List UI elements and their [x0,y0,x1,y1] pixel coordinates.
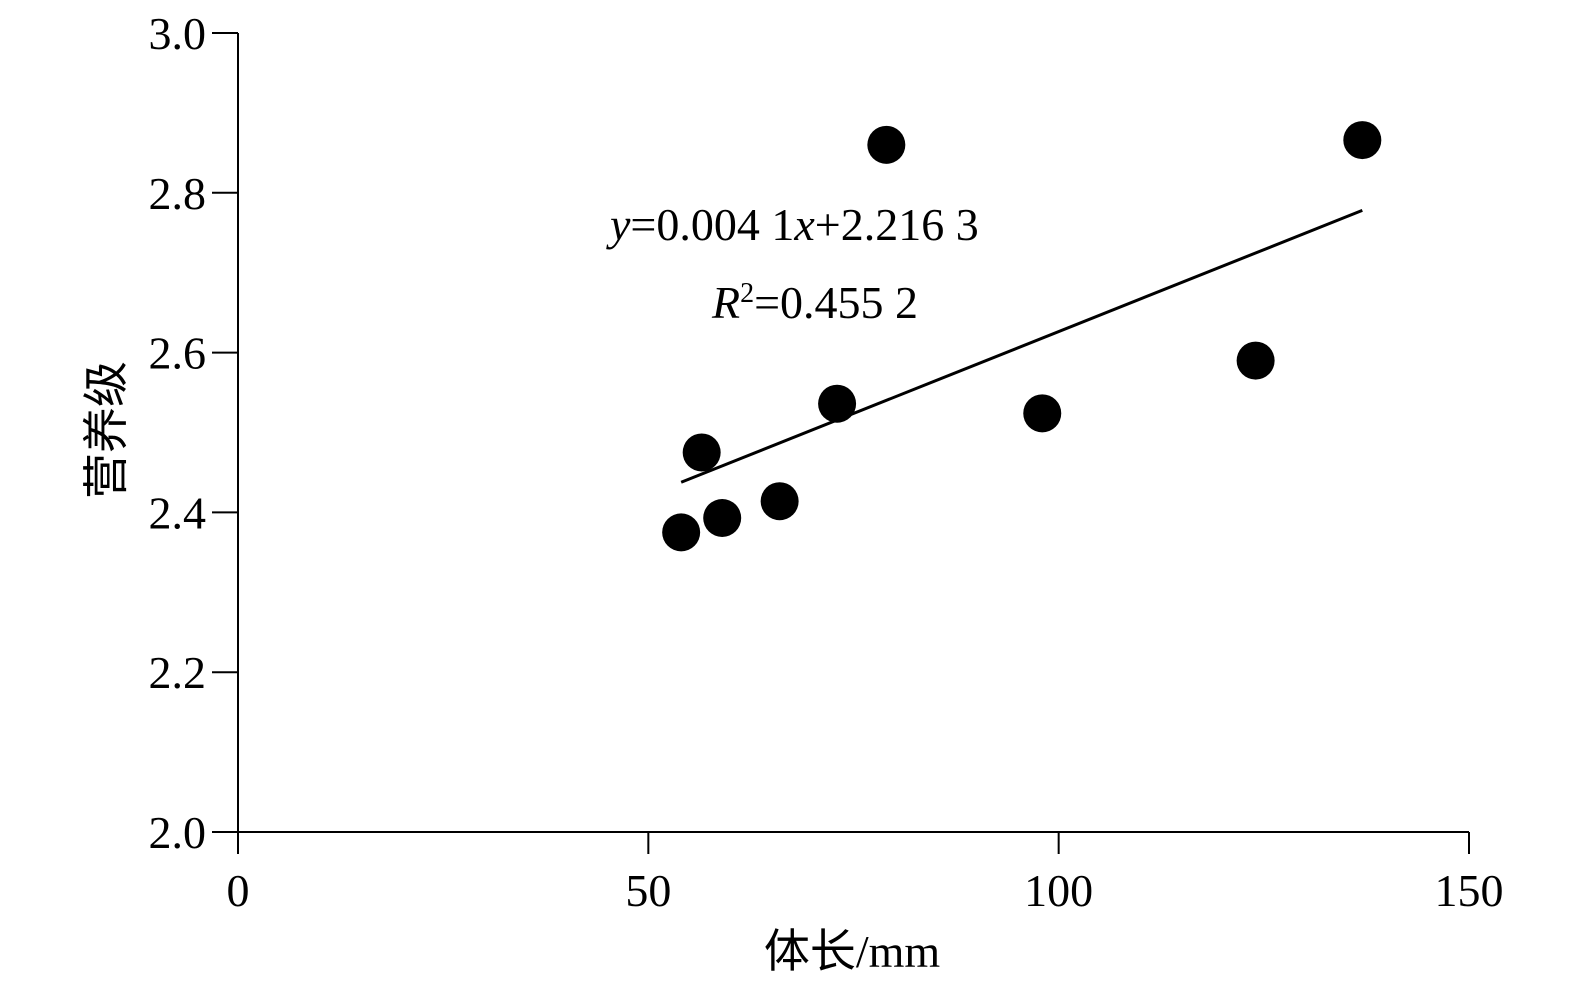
x-tick-label: 150 [1435,865,1504,916]
equation-coef: =0.004 1 [630,199,794,250]
data-point [818,384,857,423]
data-point [662,513,701,552]
regression-equation: y=0.004 1x+2.216 3 [606,199,979,250]
r-squared-value: =0.455 2 [754,277,918,328]
data-point [760,482,799,521]
data-point [703,498,742,537]
y-tick-label: 2.6 [149,328,207,379]
r-squared-var: R [711,277,740,328]
x-axis-title: 体长/mm [764,926,941,977]
equation-var-x: x [793,199,815,250]
y-tick-label: 2.8 [149,168,207,219]
data-point [1343,121,1382,160]
axes [237,33,1469,833]
y-tick-label: 2.4 [149,487,207,538]
data-point [1023,394,1062,433]
equation-intercept: +2.216 3 [815,199,979,250]
trendline-group [680,208,1363,484]
x-ticks: 0 50 100 150 [227,832,1504,916]
y-tick-label: 2.0 [149,807,207,858]
data-points [662,121,1382,552]
data-point [682,433,721,472]
y-axis-title: 营养级 [81,361,132,499]
x-tick-label: 100 [1024,865,1093,916]
y-tick-label: 2.2 [149,647,207,698]
y-tick-label: 3.0 [149,8,207,59]
x-tick-label: 0 [227,865,250,916]
r-squared-sup: 2 [740,278,754,309]
data-point [867,125,906,164]
x-tick-label: 50 [625,865,671,916]
equation-var-y: y [606,199,631,250]
data-point [1236,341,1275,380]
y-ticks: 2.0 2.2 2.4 2.6 2.8 3.0 [149,8,238,858]
r-squared-label: R2=0.455 2 [711,277,918,328]
trendline [680,208,1363,484]
